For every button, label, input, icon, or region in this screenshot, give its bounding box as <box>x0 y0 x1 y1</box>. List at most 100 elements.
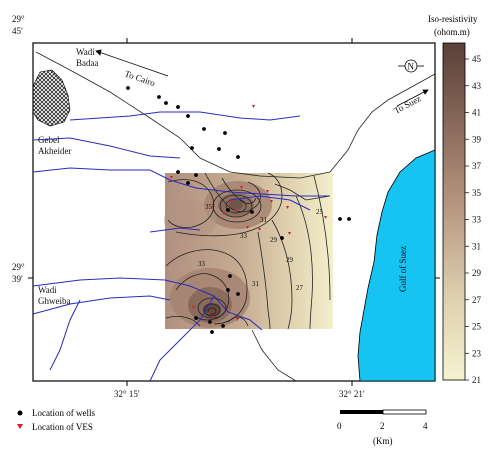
gebel-akheider-line1: Gebel <box>38 135 60 145</box>
to-cairo-road <box>95 49 169 77</box>
well-point <box>164 101 168 105</box>
wadi-ghweiba-line2: Ghweiba <box>38 296 71 306</box>
colorbar-tick-label: 29 <box>472 268 482 278</box>
ves-point <box>266 190 269 193</box>
ves-layer <box>170 105 327 321</box>
ves-point <box>252 105 255 108</box>
wadi-badaa-line2: Badaa <box>76 58 99 68</box>
contour-label: 33 <box>240 232 248 240</box>
contour-label: 31 <box>252 280 260 288</box>
colorbar-tick-label: 31 <box>472 241 481 251</box>
well-point <box>202 127 206 131</box>
contour-labels: 35 33 31 29 27 25 33 31 29 <box>198 203 324 292</box>
colorbar-tick-label: 37 <box>472 161 482 171</box>
colorbar-tick-label: 43 <box>472 81 482 91</box>
gebel-akheider-area <box>32 69 71 127</box>
lon-left: 32° 15′ <box>114 389 140 399</box>
wadi-badaa-line1: Wadi <box>76 47 95 57</box>
boundary-lines <box>35 51 436 382</box>
ves-point <box>230 200 233 203</box>
contour-label: 25 <box>316 208 324 216</box>
lat-mid-deg: 29° <box>12 262 25 272</box>
well-point <box>236 292 240 296</box>
ves-point <box>288 232 291 235</box>
contour-label: 27 <box>296 284 304 292</box>
gulf-of-suez-label: Gulf of Suez <box>398 246 408 292</box>
colorbar-tick-label: 35 <box>472 188 482 198</box>
well-point <box>208 320 212 324</box>
ves-point <box>236 318 239 321</box>
north-arrow: N <box>398 59 424 73</box>
north-label: N <box>408 62 415 72</box>
ves-point <box>212 316 215 319</box>
ves-point <box>324 216 327 219</box>
well-point <box>157 95 161 99</box>
scale-tick-4: 4 <box>423 421 428 431</box>
map-key: Location of wells Location of VES <box>17 408 95 432</box>
colorbar-tick-label: 41 <box>472 108 481 118</box>
scale-unit: (Km) <box>373 436 393 446</box>
gebel-akheider-line2: Akheider <box>38 146 72 156</box>
colorbar-tick-label: 45 <box>472 54 482 64</box>
ves-point <box>246 226 249 229</box>
legend-title-1: Iso-resistivity <box>428 14 478 24</box>
lat-top-deg: 29° <box>12 14 25 24</box>
colorbar <box>442 42 466 381</box>
well-point <box>338 217 342 221</box>
scale-tick-0: 0 <box>337 421 342 431</box>
contour-label: 29 <box>286 256 294 264</box>
colorbar-tick-label: 21 <box>472 375 481 385</box>
colorbar-tick-label: 33 <box>472 215 482 225</box>
well-point <box>228 274 232 278</box>
well-point <box>226 208 230 212</box>
well-point <box>236 155 240 159</box>
well-point <box>190 146 194 150</box>
ves-point <box>258 228 261 231</box>
ves-point <box>234 210 237 213</box>
frame-ticks <box>28 38 440 386</box>
key-wells-label: Location of wells <box>32 408 95 418</box>
well-point <box>217 147 221 151</box>
ves-point <box>208 312 211 315</box>
scale-bar: 0 2 4 (Km) <box>337 409 428 446</box>
colorbar-tick-labels: 45 43 41 39 37 35 33 31 29 27 25 23 21 <box>472 54 482 385</box>
well-point <box>226 288 230 292</box>
well-point <box>223 131 227 135</box>
colorbar-tick-label: 25 <box>472 322 482 332</box>
well-point <box>186 181 190 185</box>
well-point <box>176 170 180 174</box>
well-point <box>347 217 351 221</box>
wells-layer <box>126 86 351 334</box>
gulf-of-suez <box>357 149 436 382</box>
contour-label: 35 <box>205 203 213 211</box>
lon-right: 32° 21′ <box>339 389 365 399</box>
ves-point <box>286 206 289 209</box>
well-point <box>280 236 284 240</box>
contour-label: 29 <box>270 236 278 244</box>
contour-lines <box>165 172 331 330</box>
ves-point <box>222 212 225 215</box>
well-point <box>126 86 130 90</box>
wadi-ghweiba-line1: Wadi <box>38 285 57 295</box>
well-point <box>194 173 198 177</box>
well-point <box>250 210 254 214</box>
legend-title-2: (ohom.m) <box>434 27 470 37</box>
well-point <box>221 324 225 328</box>
colorbar-ticks <box>465 58 469 381</box>
wadi-lines <box>32 111 330 382</box>
lat-top-min: 45′ <box>12 26 23 36</box>
well-point <box>210 330 214 334</box>
well-point <box>176 105 180 109</box>
contour-label: 31 <box>260 216 268 224</box>
ves-point <box>240 186 243 189</box>
ves-point <box>192 306 195 309</box>
colorbar-tick-label: 23 <box>472 348 482 358</box>
contour-label: 33 <box>198 260 206 268</box>
scale-tick-2: 2 <box>380 421 385 431</box>
colorbar-tick-label: 39 <box>472 134 482 144</box>
well-point <box>186 114 190 118</box>
colorbar-tick-label: 27 <box>472 295 482 305</box>
well-point <box>194 316 198 320</box>
ves-point <box>170 176 173 179</box>
to-suez-road <box>396 89 429 107</box>
